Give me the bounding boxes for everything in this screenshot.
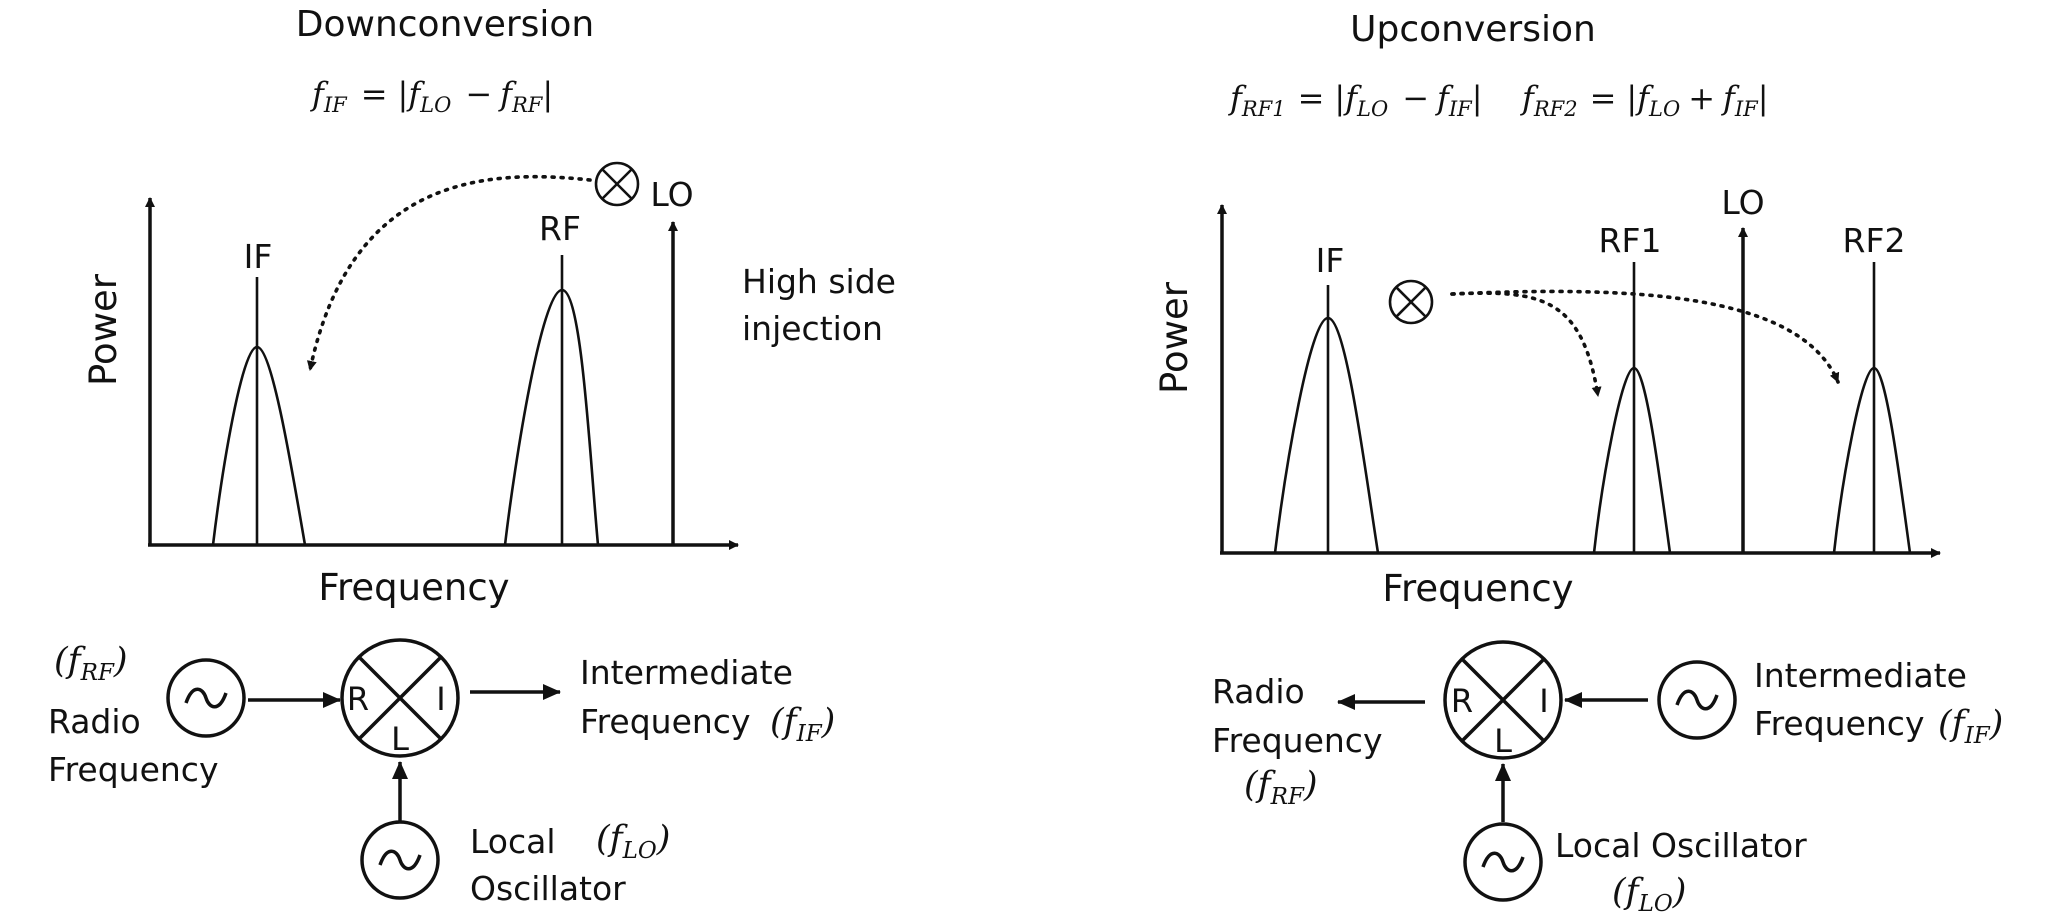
down-if-label: IF (244, 237, 273, 276)
down-rf-sine-icon (184, 687, 228, 709)
up-lo-source-sym: (fLO) (1612, 872, 1686, 914)
up-axes (1217, 204, 1941, 558)
down-title: Downconversion (296, 4, 595, 45)
downconversion-panel: Downconversion fIF = |fLO − fRF| Power Frequ… (48, 4, 896, 908)
down-axis-power: Power (82, 273, 125, 386)
up-output-sym: (fRF) (1244, 765, 1318, 810)
down-rf-source-line2: Frequency (48, 750, 218, 789)
up-if-source-sym: (fIF) (1938, 704, 2003, 749)
upconversion-panel: Upconversion fRF1 = |fLO − fIF| fRF2 = |fLO + fI… (1153, 9, 2003, 914)
down-mixer-port-i: I (436, 680, 445, 718)
down-output-sym: (fIF) (770, 702, 835, 747)
up-if-source (1657, 660, 1737, 740)
down-note-line1: High side (742, 262, 896, 301)
up-rf2-label: RF2 (1843, 221, 1906, 260)
up-lo-sine-icon (1481, 851, 1525, 873)
down-mixer-port-r: R (347, 680, 369, 718)
up-rf2-peak (1832, 262, 1912, 554)
down-rf-source-line1: Radio (48, 702, 141, 741)
up-dotted-arrow-rf2 (1450, 289, 1840, 384)
down-circle-times-icon (594, 161, 640, 207)
down-lo-sine-icon (378, 849, 422, 871)
down-mixer-port-l: L (391, 720, 409, 758)
down-if-peak (211, 277, 307, 546)
up-equation-1: fRF1 = |fLO − fIF| (1228, 79, 1483, 121)
down-rf-source-sym: (fRF) (54, 641, 128, 686)
down-lo-source-line1: Local (470, 822, 556, 861)
down-axes (145, 197, 739, 550)
up-circle-times-icon (1388, 279, 1434, 325)
up-rf1-label: RF1 (1599, 221, 1662, 260)
up-lo-label: LO (1721, 183, 1764, 222)
up-output-line1: Radio (1212, 672, 1305, 711)
up-mixer-port-r: R (1451, 682, 1473, 720)
up-axis-frequency: Frequency (1382, 567, 1573, 610)
up-rf1-peak (1592, 262, 1672, 554)
up-output-line2: Frequency (1212, 721, 1382, 760)
up-dotted-arrow-rf1 (1450, 291, 1602, 398)
down-rf-source (166, 658, 246, 738)
up-axis-power: Power (1153, 281, 1196, 394)
down-equation: fIF = |fLO − fRF| (310, 75, 553, 117)
down-output-line1: Intermediate (580, 653, 793, 692)
down-lo-source (360, 820, 440, 900)
up-lo-source-line1: Local Oscillator (1555, 826, 1807, 865)
up-mixer: R I L (1443, 640, 1563, 760)
up-if-sine-icon (1675, 689, 1719, 711)
up-if-peak (1273, 285, 1380, 554)
up-equation-2: fRF2 = |fLO + fIF| (1520, 79, 1769, 121)
down-lo-source-sym: (fLO) (596, 819, 670, 864)
up-lo-source (1463, 822, 1543, 902)
up-if-label: IF (1316, 241, 1345, 280)
down-lo-source-line2: Oscillator (470, 869, 626, 908)
down-rf-peak (503, 255, 600, 546)
down-output-line2: Frequency (580, 702, 750, 741)
up-if-source-line2: Frequency (1754, 704, 1924, 743)
down-note-line2: injection (742, 309, 883, 348)
down-rf-label: RF (539, 209, 581, 248)
down-lo-label: LO (650, 175, 693, 214)
up-mixer-port-i: I (1539, 682, 1548, 720)
down-dotted-arc (306, 174, 592, 372)
up-title: Upconversion (1350, 9, 1596, 50)
up-if-source-line1: Intermediate (1754, 656, 1967, 695)
down-mixer: R I L (340, 638, 460, 758)
down-axis-frequency: Frequency (318, 566, 509, 609)
up-mixer-port-l: L (1494, 722, 1512, 760)
